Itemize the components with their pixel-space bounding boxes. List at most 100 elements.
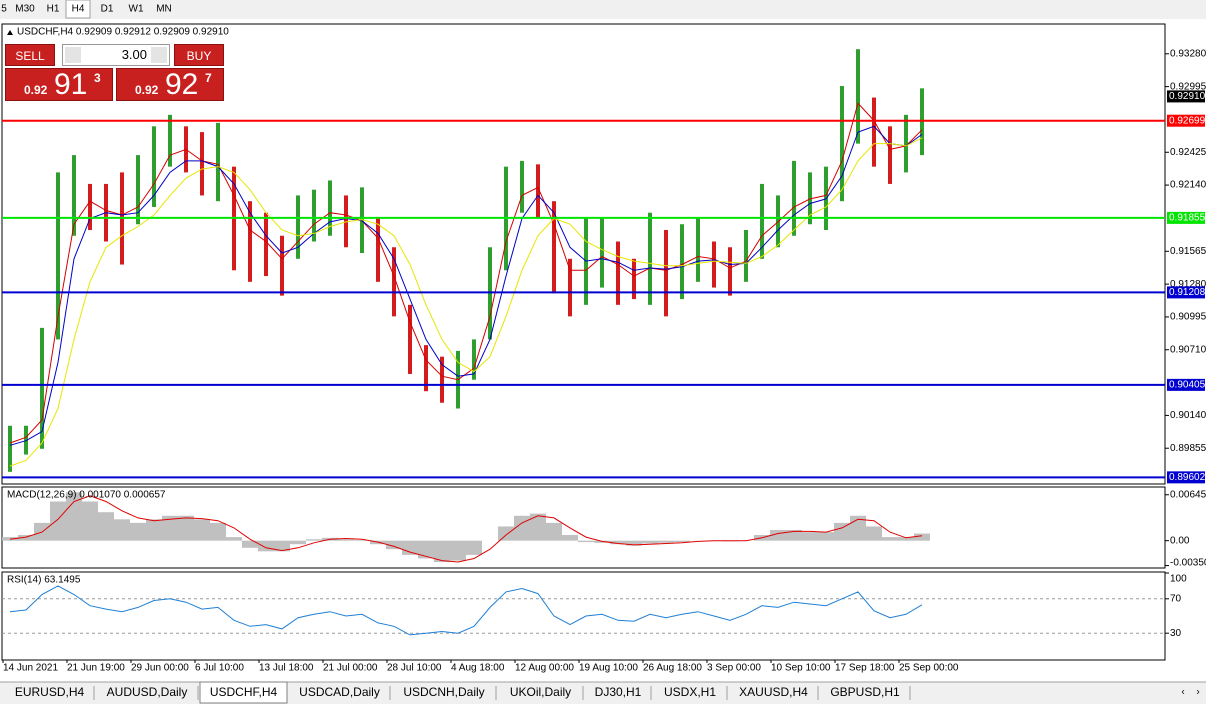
- price-bar: [152, 126, 156, 207]
- price-bar: [392, 247, 396, 317]
- price-bar: [200, 132, 204, 196]
- macd-histogram: [66, 492, 82, 541]
- x-tick-label: 21 Jun 19:00: [67, 663, 125, 674]
- x-tick-label: 6 Jul 10:00: [195, 663, 244, 674]
- price-bar: [584, 218, 588, 305]
- tab-scroll-right[interactable]: ›: [1196, 687, 1199, 698]
- level-label: 0.90405: [1169, 380, 1206, 391]
- ask-prefix: 0.92: [135, 83, 159, 97]
- macd-histogram: [306, 539, 322, 541]
- timeframe-button[interactable]: H4: [72, 4, 85, 15]
- ask-sup: 7: [205, 71, 212, 85]
- macd-histogram: [834, 522, 850, 541]
- price-bar: [88, 183, 92, 230]
- tab[interactable]: GBPUSD,H1: [830, 685, 900, 699]
- tab[interactable]: AUDUSD,Daily: [107, 685, 188, 699]
- timeframe-button[interactable]: M30: [15, 4, 35, 15]
- macd-histogram: [338, 539, 354, 541]
- macd-histogram: [866, 526, 882, 541]
- price-bar: [280, 235, 284, 296]
- x-tick-label: 19 Aug 10:00: [579, 663, 638, 674]
- tabs-bg: [0, 682, 1206, 704]
- bid-box[interactable]: 0.92 91 3: [5, 68, 113, 101]
- tab[interactable]: EURUSD,H4: [15, 685, 85, 699]
- macd-histogram: [626, 540, 642, 546]
- macd-histogram: [434, 540, 450, 563]
- macd-histogram: [242, 540, 258, 548]
- tab[interactable]: XAUUSD,H4: [739, 685, 808, 699]
- macd-histogram: [898, 537, 914, 541]
- macd-histogram: [418, 540, 434, 559]
- timeframe-button[interactable]: 5: [1, 4, 7, 15]
- macd-histogram: [290, 540, 306, 545]
- y-tick-label: 0.91280: [1170, 279, 1206, 290]
- rsi-line: [9, 585, 923, 636]
- lot-input[interactable]: 3.00: [62, 44, 170, 66]
- price-bar: [424, 345, 428, 392]
- timeframe-button[interactable]: D1: [101, 4, 114, 15]
- macd-histogram: [226, 537, 242, 541]
- collapse-icon[interactable]: [7, 30, 13, 35]
- x-tick-label: 28 Jul 10:00: [387, 663, 442, 674]
- level-label: 0.89602: [1169, 472, 1206, 483]
- price-bar: [344, 195, 348, 248]
- tab[interactable]: USDCHF,H4: [210, 685, 278, 699]
- y-tick-label: 70: [1170, 593, 1182, 604]
- x-tick-label: 10 Sep 10:00: [771, 663, 831, 674]
- sell-button[interactable]: SELL: [5, 44, 55, 66]
- price-bar: [536, 164, 540, 219]
- y-tick-label: 0.92425: [1170, 147, 1206, 158]
- price-bar: [792, 160, 796, 236]
- macd-histogram: [450, 540, 466, 561]
- level-label-bg: [1167, 378, 1205, 391]
- rsi-title: RSI(14) 63.1495: [7, 575, 81, 586]
- macd-histogram: [610, 540, 626, 545]
- price-bar: [872, 97, 876, 167]
- y-tick-label: 0.00: [1170, 535, 1190, 546]
- tab-scroll-left[interactable]: ‹: [1181, 687, 1184, 698]
- timeframe-button[interactable]: MN: [156, 4, 172, 15]
- macd-histogram: [882, 537, 898, 541]
- x-tick-label: 21 Jul 00:00: [323, 663, 378, 674]
- moving-average: [9, 137, 923, 467]
- macd-histogram: [178, 515, 194, 541]
- tab[interactable]: UKOil,Daily: [510, 685, 571, 699]
- macd-histogram: [402, 540, 418, 555]
- buy-button[interactable]: BUY: [174, 44, 224, 66]
- x-tick-label: 4 Aug 18:00: [451, 663, 505, 674]
- tab[interactable]: USDX,H1: [664, 685, 716, 699]
- timeframe-button[interactable]: W1: [129, 4, 144, 15]
- macd-title: MACD(12,26,9) 0.001070 0.000657: [7, 490, 166, 501]
- price-bar: [136, 155, 140, 225]
- price-bar: [920, 88, 924, 156]
- timeframe-button[interactable]: H1: [47, 4, 60, 15]
- macd-histogram: [130, 522, 146, 541]
- price-bar: [408, 304, 412, 374]
- price-bar: [568, 258, 572, 317]
- y-tick-label: 0.93280: [1170, 48, 1206, 59]
- macd-histogram: [530, 513, 546, 541]
- x-tick-label: 13 Jul 18:00: [259, 663, 314, 674]
- macd-histogram: [818, 532, 834, 541]
- price-bar: [40, 327, 44, 449]
- price-bar: [888, 126, 892, 184]
- level-label-bg: [1167, 471, 1205, 484]
- price-bar: [440, 356, 444, 403]
- price-bar: [520, 160, 524, 213]
- macd-histogram: [210, 522, 226, 541]
- tab[interactable]: USDCAD,Daily: [299, 685, 380, 699]
- price-bar: [216, 122, 220, 202]
- tab[interactable]: DJ30,H1: [595, 685, 642, 699]
- price-bar: [72, 155, 76, 236]
- moving-average: [9, 125, 923, 446]
- tab[interactable]: USDCNH,Daily: [403, 685, 484, 699]
- price-bar: [728, 247, 732, 296]
- macd-signal: [9, 495, 923, 563]
- level-label: 0.92699: [1169, 115, 1206, 126]
- price-bar: [744, 229, 748, 282]
- macd-histogram: [786, 529, 802, 541]
- ask-box[interactable]: 0.92 92 7: [116, 68, 224, 101]
- price-bar: [328, 180, 332, 236]
- macd-histogram: [82, 501, 98, 541]
- price-bar: [56, 172, 60, 340]
